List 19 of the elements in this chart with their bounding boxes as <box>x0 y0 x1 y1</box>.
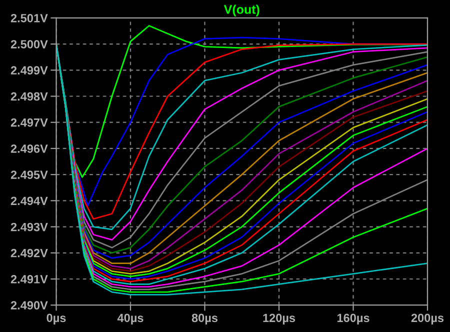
y-tick-label: 2.490V <box>10 301 48 310</box>
y-tick-label: 2.491V <box>10 275 48 284</box>
y-tick-label: 2.495V <box>10 170 48 179</box>
y-tick-label: 2.500V <box>10 40 48 48</box>
y-tick-label: 2.499V <box>10 66 48 75</box>
x-tick-label: 80µs <box>192 314 218 324</box>
x-tick-label: 40µs <box>117 314 144 324</box>
chart-title: V(out) <box>224 4 260 16</box>
y-tick-label: 2.501V <box>10 14 48 22</box>
y-tick-label: 2.492V <box>10 248 48 258</box>
x-tick-label: 160µs <box>337 314 370 324</box>
y-tick-label: 2.493V <box>10 222 48 232</box>
y-tick-label: 2.496V <box>10 144 48 153</box>
y-tick-label: 2.498V <box>10 92 48 101</box>
x-tick-label: 200µs <box>411 314 444 324</box>
x-tick-label: 0µs <box>46 314 66 324</box>
x-tick-label: 120µs <box>263 314 296 324</box>
y-tick-label: 2.494V <box>10 196 48 206</box>
y-tick-label: 2.497V <box>10 118 48 127</box>
